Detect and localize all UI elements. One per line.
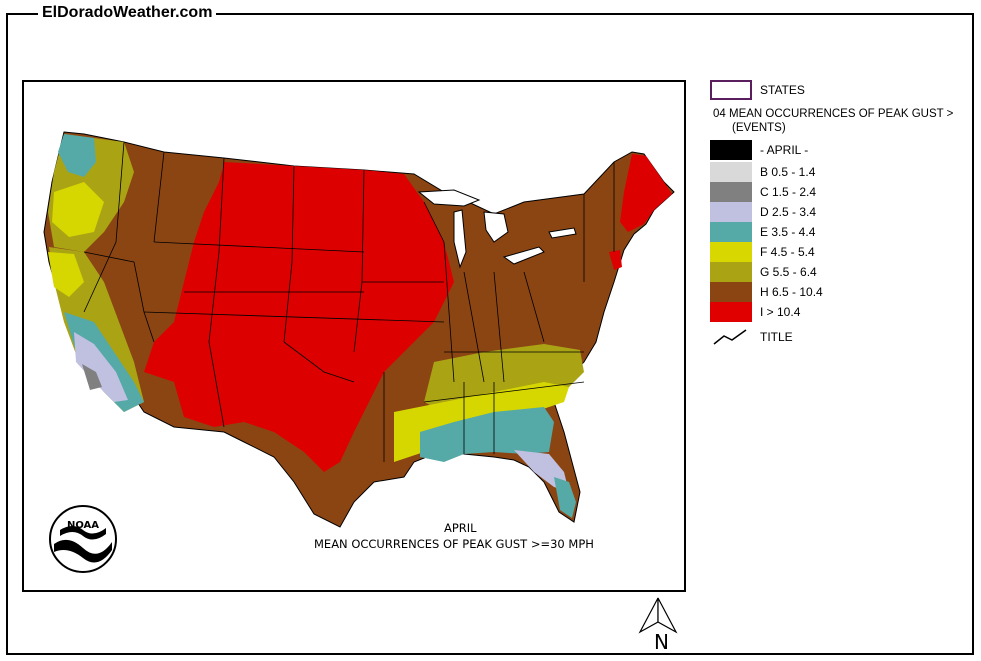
- north-arrow: N: [636, 596, 688, 656]
- region-gray-socal: [82, 364, 102, 390]
- legend-label: I > 10.4: [760, 305, 801, 319]
- legend-label: G 5.5 - 6.4: [760, 265, 817, 279]
- lake-superior: [417, 189, 481, 207]
- legend-label: - APRIL -: [760, 143, 809, 157]
- map-caption-month: APRIL: [444, 521, 477, 535]
- legend-title-label: TITLE: [760, 330, 793, 344]
- page-frame: [6, 13, 974, 655]
- region-teal-southeast: [420, 407, 554, 462]
- legend-label: E 3.5 - 4.4: [760, 225, 816, 239]
- legend-swatch: [710, 140, 752, 160]
- legend-swatch: [710, 262, 752, 282]
- legend-item: H 6.5 - 10.4: [710, 282, 970, 302]
- legend-swatch: [710, 242, 752, 262]
- region-lavender-socal: [74, 332, 128, 402]
- legend-swatch: [710, 302, 752, 322]
- map-caption: APRIL MEAN OCCURRENCES OF PEAK GUST >=30…: [314, 520, 654, 552]
- legend-item: - APRIL -: [710, 140, 970, 160]
- region-red-nj: [609, 250, 622, 270]
- region-teal-florida: [554, 477, 576, 518]
- region-red-northeast: [620, 154, 672, 232]
- region-teal-northwest: [58, 134, 96, 177]
- legend-label: D 2.5 - 3.4: [760, 205, 817, 219]
- legend-label: C 1.5 - 2.4: [760, 185, 817, 199]
- north-label: N: [654, 630, 669, 654]
- legend-label: H 6.5 - 10.4: [760, 285, 823, 299]
- legend-item: G 5.5 - 6.4: [710, 262, 970, 282]
- legend-item: D 2.5 - 3.4: [710, 202, 970, 222]
- legend-states-swatch: [710, 80, 752, 100]
- legend-swatch: [710, 182, 752, 202]
- legend-heading: 04 MEAN OCCURRENCES OF PEAK GUST >: [713, 108, 954, 120]
- legend-label: F 4.5 - 5.4: [760, 245, 815, 259]
- map-caption-description: MEAN OCCURRENCES OF PEAK GUST >=30 MPH: [314, 537, 594, 551]
- lake-michigan: [453, 209, 467, 269]
- legend-item: E 3.5 - 4.4: [710, 222, 970, 242]
- state-boundaries: [83, 141, 615, 462]
- us-map: [43, 131, 675, 528]
- site-title[interactable]: ElDoradoWeather.com: [38, 4, 217, 22]
- map-panel: NOAA APRIL MEAN OCCURRENCES OF PEAK GUST…: [22, 80, 686, 592]
- title-line-icon: [713, 329, 747, 345]
- legend-item: B 0.5 - 1.4: [710, 162, 970, 182]
- region-yellow-southeast: [394, 382, 569, 462]
- region-yellow-oregon: [52, 182, 104, 237]
- legend-swatch: [710, 282, 752, 302]
- legend-subheading: (EVENTS): [732, 122, 786, 134]
- legend-swatch: [710, 202, 752, 222]
- legend-item: C 1.5 - 2.4: [710, 182, 970, 202]
- lake-erie: [502, 246, 545, 265]
- legend-states-label: STATES: [760, 83, 805, 97]
- legend-swatch: [710, 162, 752, 182]
- legend-label: B 0.5 - 1.4: [760, 165, 816, 179]
- region-yellow-california: [48, 252, 84, 297]
- legend-item: I > 10.4: [710, 302, 970, 322]
- legend-title-item: TITLE: [710, 328, 910, 348]
- legend-swatch: [710, 222, 752, 242]
- lake-ontario: [548, 227, 577, 239]
- noaa-logo: NOAA: [49, 505, 117, 573]
- legend-item: F 4.5 - 5.4: [710, 242, 970, 262]
- north-arrow-icon: [638, 597, 678, 634]
- noaa-logo-text: NOAA: [67, 520, 99, 531]
- lake-huron: [483, 211, 509, 243]
